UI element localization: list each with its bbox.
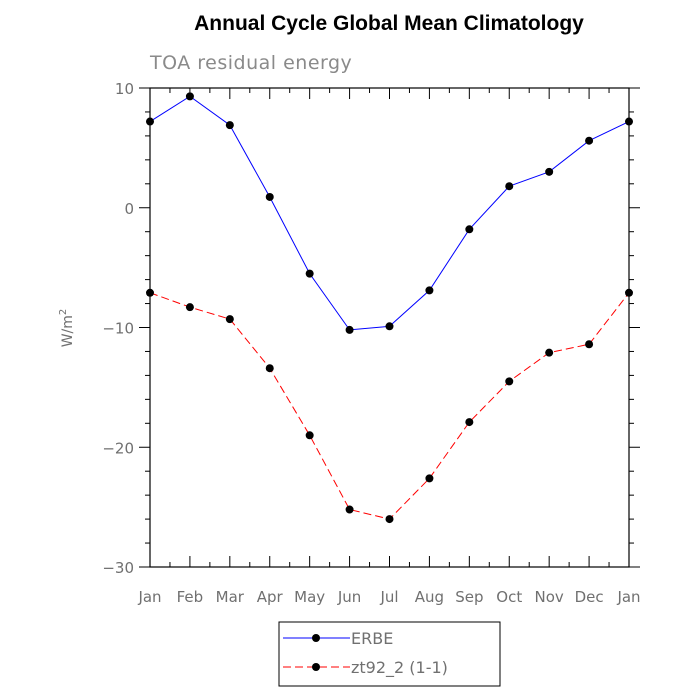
data-point bbox=[345, 325, 354, 334]
x-tick-label: Oct bbox=[496, 588, 522, 606]
legend-item: zt92_2 (1-1) bbox=[283, 658, 448, 678]
data-point bbox=[146, 117, 154, 126]
data-point bbox=[265, 364, 274, 373]
data-point bbox=[505, 182, 514, 191]
legend-label: zt92_2 (1-1) bbox=[351, 658, 448, 678]
data-point bbox=[545, 348, 554, 357]
legend-items: ERBE zt92_2 (1-1) bbox=[283, 629, 448, 678]
data-point bbox=[465, 225, 474, 234]
series-group bbox=[146, 92, 633, 524]
data-point bbox=[185, 303, 194, 312]
data-point bbox=[225, 315, 234, 324]
y-axis-label-superscript: 2 bbox=[58, 309, 69, 315]
legend-box bbox=[278, 621, 501, 687]
series-line bbox=[149, 95, 630, 331]
x-tick-label: Jul bbox=[379, 588, 398, 606]
data-point bbox=[225, 121, 234, 130]
data-point bbox=[465, 418, 474, 427]
data-point bbox=[425, 286, 434, 295]
data-point bbox=[345, 505, 354, 514]
legend-marker bbox=[312, 663, 320, 671]
x-tick-label: Jan bbox=[137, 588, 161, 606]
series-1 bbox=[146, 288, 633, 524]
series-0 bbox=[146, 92, 633, 334]
legend-label: ERBE bbox=[351, 629, 393, 648]
data-point bbox=[385, 515, 394, 524]
legend-item: ERBE bbox=[283, 629, 393, 648]
legend-marker bbox=[312, 634, 320, 642]
data-point bbox=[305, 431, 314, 440]
y-axis-label: W/m2 bbox=[58, 309, 76, 348]
legend: ERBE zt92_2 (1-1) bbox=[278, 621, 501, 687]
y-tick-label: −10 bbox=[102, 320, 134, 338]
x-tick-label: Dec bbox=[575, 588, 604, 606]
axis-ticks bbox=[139, 87, 640, 568]
y-tick-label: −30 bbox=[102, 559, 134, 577]
x-tick-label: May bbox=[294, 588, 325, 606]
data-point bbox=[625, 117, 633, 126]
y-axis-label-text: W/m bbox=[60, 315, 76, 347]
data-point bbox=[585, 136, 594, 145]
x-tick-labels: Jan Feb Mar Apr May Jun Jul Aug Sep Oct Nov Dec Jan bbox=[137, 588, 640, 606]
data-point bbox=[385, 322, 394, 331]
x-tick-label: Jun bbox=[337, 588, 361, 606]
chart-title: Annual Cycle Global Mean Climatology bbox=[194, 12, 584, 35]
x-tick-label: Nov bbox=[535, 588, 564, 606]
data-point bbox=[185, 92, 194, 101]
x-tick-label: Aug bbox=[415, 588, 444, 606]
x-tick-label: Apr bbox=[257, 588, 284, 606]
chart-subtitle: TOA residual energy bbox=[149, 52, 352, 74]
data-point bbox=[625, 288, 633, 297]
data-point bbox=[585, 340, 594, 349]
y-tick-label: −20 bbox=[102, 439, 134, 457]
svg-text:W/m2: W/m2 bbox=[58, 309, 76, 348]
y-tick-label: 0 bbox=[124, 200, 134, 218]
data-point bbox=[545, 167, 554, 176]
y-tick-label: 10 bbox=[115, 80, 134, 98]
y-tick-labels: 10 0 −10 −20 −30 bbox=[102, 80, 134, 577]
data-point bbox=[265, 192, 274, 201]
x-tick-label: Feb bbox=[177, 588, 204, 606]
data-point bbox=[305, 269, 314, 278]
x-tick-label: Sep bbox=[455, 588, 483, 606]
data-point bbox=[146, 288, 154, 297]
x-tick-label: Jan bbox=[616, 588, 640, 606]
x-tick-label: Mar bbox=[216, 588, 245, 606]
data-point bbox=[425, 474, 434, 483]
data-point bbox=[505, 377, 514, 386]
